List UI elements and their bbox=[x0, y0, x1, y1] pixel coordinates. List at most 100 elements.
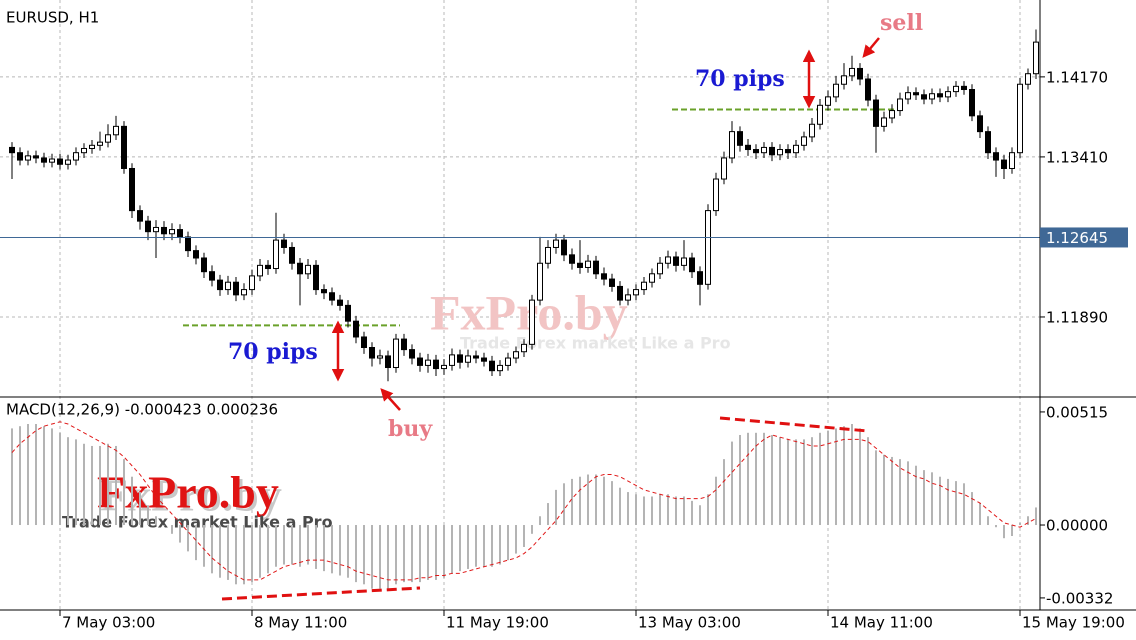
candle-body bbox=[233, 281, 239, 296]
candle-body bbox=[481, 357, 487, 362]
candle-body bbox=[633, 289, 639, 296]
candle-body bbox=[529, 299, 535, 345]
candle-body bbox=[729, 131, 735, 159]
candle-body bbox=[673, 256, 679, 266]
x-tick-label: 13 May 03:00 bbox=[638, 614, 741, 632]
macd-bar bbox=[859, 428, 861, 526]
candle-body bbox=[617, 285, 623, 301]
x-tick-label: 7 May 03:00 bbox=[62, 614, 155, 632]
candle-body bbox=[953, 85, 959, 93]
y-tick-label: 1.13410 bbox=[1046, 148, 1108, 166]
macd-bar bbox=[771, 434, 773, 526]
watermark-brand: FxPro.by bbox=[97, 467, 279, 518]
macd-bar bbox=[611, 481, 613, 526]
x-tick-label: 8 May 11:00 bbox=[254, 614, 347, 632]
macd-bar bbox=[563, 483, 565, 526]
macd-bar bbox=[675, 496, 677, 526]
candle-body bbox=[25, 155, 31, 161]
macd-bar bbox=[875, 450, 877, 526]
macd-bar bbox=[227, 525, 229, 580]
macd-bar bbox=[467, 525, 469, 569]
macd-bar bbox=[275, 525, 277, 567]
macd-bar bbox=[851, 424, 853, 526]
candle-body bbox=[761, 146, 767, 154]
macd-bar bbox=[371, 525, 373, 589]
macd-bar bbox=[171, 525, 173, 534]
candle-body bbox=[97, 141, 103, 146]
candle-body bbox=[1001, 159, 1007, 169]
macd-bar bbox=[483, 525, 485, 567]
macd-bar bbox=[355, 525, 357, 583]
current-price-label: 1.12645 bbox=[1046, 229, 1108, 247]
macd-bar bbox=[83, 443, 85, 526]
candle-body bbox=[417, 357, 423, 366]
candle-body bbox=[297, 262, 303, 275]
macd-bar bbox=[939, 476, 941, 526]
candle-body bbox=[217, 279, 223, 291]
macd-bar bbox=[867, 437, 869, 526]
candle-body bbox=[129, 167, 135, 212]
candle-body bbox=[161, 226, 167, 235]
macd-bar bbox=[915, 465, 917, 526]
macd-bar bbox=[59, 432, 61, 526]
candle-body bbox=[1025, 73, 1031, 85]
candle-body bbox=[625, 294, 631, 301]
candle-body bbox=[369, 347, 375, 359]
candle-body bbox=[841, 75, 847, 85]
macd-bar bbox=[99, 445, 101, 526]
macd-bar bbox=[683, 496, 685, 526]
macd-bar bbox=[427, 525, 429, 580]
macd-bar bbox=[75, 439, 77, 526]
watermark-layer: FxPro.by Trade Forex market Like a Pro F… bbox=[62, 284, 731, 531]
macd-bar bbox=[411, 525, 413, 583]
macd-bar bbox=[419, 525, 421, 583]
candle-body bbox=[89, 144, 95, 149]
macd-bar bbox=[323, 525, 325, 572]
candle-body bbox=[385, 355, 391, 369]
plot-layer bbox=[0, 29, 1040, 591]
macd-bar bbox=[651, 496, 653, 526]
macd-bar bbox=[435, 525, 437, 580]
y-tick-label: 1.11890 bbox=[1046, 308, 1108, 326]
macd-bar bbox=[971, 492, 973, 526]
candle-body bbox=[225, 281, 231, 291]
candle-body bbox=[257, 264, 263, 277]
macd-bar bbox=[755, 432, 757, 526]
macd-bar bbox=[603, 476, 605, 526]
macd-bar bbox=[547, 503, 549, 526]
candle-body bbox=[897, 98, 903, 112]
candle-body bbox=[929, 93, 935, 100]
macd-bar bbox=[803, 439, 805, 526]
candle-body bbox=[881, 117, 887, 127]
macd-bar bbox=[179, 525, 181, 543]
macd-bar bbox=[779, 437, 781, 526]
candle-body bbox=[73, 152, 79, 161]
watermark-slogan: Trade Forex market Like a Pro bbox=[460, 334, 731, 353]
candle-body bbox=[945, 91, 951, 98]
macd-bar bbox=[819, 432, 821, 526]
macd-bar bbox=[555, 489, 557, 526]
candle-body bbox=[1033, 41, 1039, 75]
candle-body bbox=[873, 99, 879, 127]
buy-arrow bbox=[380, 388, 401, 411]
candle-body bbox=[561, 239, 567, 256]
macd-bar bbox=[723, 459, 725, 526]
macd-bar bbox=[843, 426, 845, 526]
macd-bar bbox=[155, 516, 157, 526]
macd-bar bbox=[251, 525, 253, 583]
candle-body bbox=[969, 89, 975, 117]
macd-bar bbox=[67, 437, 69, 526]
macd-bar bbox=[443, 525, 445, 578]
macd-bar bbox=[731, 441, 733, 526]
macd-bar bbox=[923, 470, 925, 526]
watermark-brand-shadow: FxPro.by bbox=[100, 470, 282, 521]
buy-label: buy bbox=[388, 416, 433, 442]
macd-bar bbox=[891, 456, 893, 526]
candle-body bbox=[153, 226, 159, 233]
candle-body bbox=[521, 343, 527, 353]
y-tick-label: 0.00000 bbox=[1046, 517, 1108, 535]
x-tick-label: 15 May 19:00 bbox=[1022, 614, 1125, 632]
macd-bar bbox=[259, 525, 261, 578]
candle-body bbox=[209, 271, 215, 281]
macd-bar bbox=[899, 459, 901, 526]
